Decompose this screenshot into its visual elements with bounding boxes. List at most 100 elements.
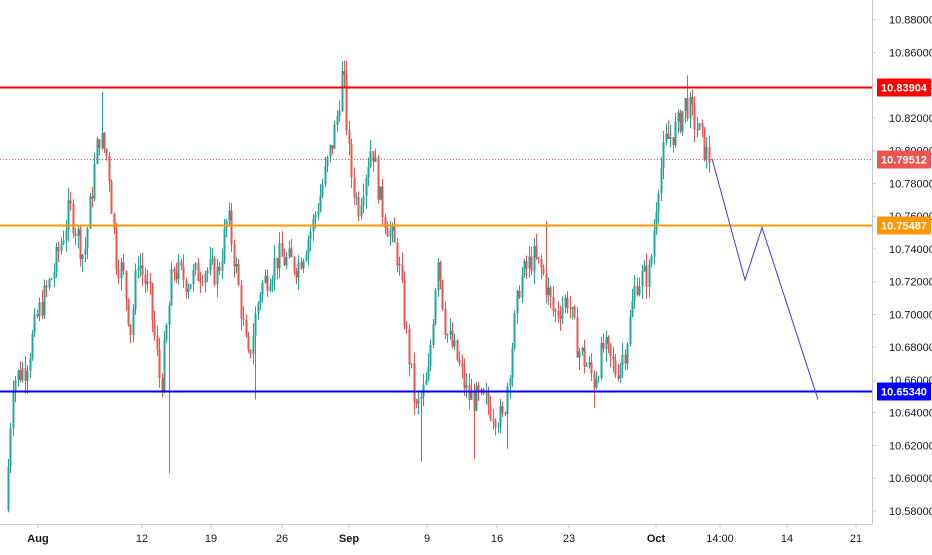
candle-up xyxy=(65,230,68,241)
candle-up xyxy=(509,378,512,387)
candle-down xyxy=(233,244,236,267)
candle-up xyxy=(597,378,600,380)
candle-up xyxy=(177,261,180,280)
candle-down xyxy=(535,246,538,258)
candle-up xyxy=(528,256,531,269)
candle-down xyxy=(576,317,579,358)
candle-up xyxy=(470,391,473,400)
candle-up xyxy=(485,393,488,395)
time-axis[interactable]: Aug 12 19 26 Sep 9 16 23 Oct 14:00 14 21 xyxy=(27,524,862,545)
time-tick-label: 21 xyxy=(850,533,862,545)
candle-down xyxy=(557,310,560,316)
candle-up xyxy=(165,325,168,340)
candle-down xyxy=(19,370,22,381)
candle-up xyxy=(257,303,260,314)
candle-up xyxy=(657,193,660,213)
candle-up xyxy=(48,279,51,288)
candle-up xyxy=(38,301,41,317)
candle-up xyxy=(389,230,392,237)
candle-up xyxy=(674,121,677,146)
candle-down xyxy=(492,419,495,421)
candle-up xyxy=(689,96,692,119)
candle-down xyxy=(290,248,293,258)
candle-up xyxy=(235,264,238,267)
candle-up xyxy=(417,399,420,404)
candle-up xyxy=(425,379,428,385)
candle-up xyxy=(367,166,370,178)
candle-down xyxy=(79,229,82,259)
candle-down xyxy=(540,259,543,269)
candle-down xyxy=(175,272,178,280)
candle-up xyxy=(497,426,500,428)
horizontal-lines-layer xyxy=(0,86,872,393)
candle-up xyxy=(446,334,449,336)
candle-up xyxy=(506,386,509,414)
candle-up xyxy=(305,254,308,261)
candle-up xyxy=(137,268,140,271)
candle-down xyxy=(458,359,461,364)
candle-up xyxy=(206,270,209,274)
price-axis[interactable]: 10.5800010.6000010.6200010.6400010.66000… xyxy=(872,15,932,518)
candle-down xyxy=(331,145,334,149)
candle-up xyxy=(578,351,581,358)
candle-up xyxy=(655,212,658,231)
price-badge xyxy=(877,78,931,97)
candle-down xyxy=(593,373,596,388)
candle-down xyxy=(161,378,164,392)
candle-down xyxy=(384,217,387,229)
candle-down xyxy=(405,325,408,329)
candle-up xyxy=(307,239,310,255)
candle-down xyxy=(343,71,346,75)
candle-up xyxy=(278,243,281,269)
candle-up xyxy=(43,285,46,316)
candle-down xyxy=(386,228,389,237)
candle-down xyxy=(283,256,286,266)
candle-down xyxy=(57,246,60,252)
candle-down xyxy=(377,157,380,200)
candle-down xyxy=(158,349,161,379)
candle-down xyxy=(300,262,303,269)
candle-up xyxy=(204,273,207,283)
candle-up xyxy=(513,313,516,349)
candle-up xyxy=(475,385,478,411)
candle-down xyxy=(201,281,204,283)
candle-down xyxy=(103,132,106,150)
candle-up xyxy=(432,323,435,346)
candle-down xyxy=(245,320,248,337)
candle-up xyxy=(326,156,329,167)
candle-up xyxy=(269,286,272,291)
time-tick-label: Oct xyxy=(647,533,666,545)
candle-up xyxy=(96,139,99,164)
candle-down xyxy=(408,328,411,365)
time-tick-label: 12 xyxy=(136,533,148,545)
projection-layer xyxy=(711,158,819,400)
candle-up xyxy=(564,297,567,307)
candle-up xyxy=(170,268,173,306)
candle-down xyxy=(237,264,240,285)
candle-down xyxy=(173,268,176,273)
price-tick-label: 10.74000 xyxy=(889,244,932,256)
candle-up xyxy=(194,263,197,270)
price-badges-layer: 10.83904 10.75487 10.65340 10.79512 xyxy=(877,78,931,401)
candle-up xyxy=(365,177,368,197)
candle-up xyxy=(216,266,219,285)
candle-up xyxy=(391,226,394,231)
candle-up xyxy=(86,228,89,249)
candle-down xyxy=(115,228,118,270)
candle-down xyxy=(293,257,296,272)
candle-up xyxy=(561,306,564,319)
projection-path[interactable] xyxy=(711,158,819,400)
candle-down xyxy=(199,281,202,283)
candle-up xyxy=(259,294,262,304)
plot-area[interactable] xyxy=(0,0,872,524)
candle-up xyxy=(521,275,524,298)
candle-down xyxy=(74,233,77,237)
candle-up xyxy=(547,287,550,296)
candle-up xyxy=(626,344,629,364)
candle-down xyxy=(247,336,250,350)
candle-down xyxy=(36,314,39,317)
candle-up xyxy=(434,290,437,324)
candle-up xyxy=(643,265,646,272)
